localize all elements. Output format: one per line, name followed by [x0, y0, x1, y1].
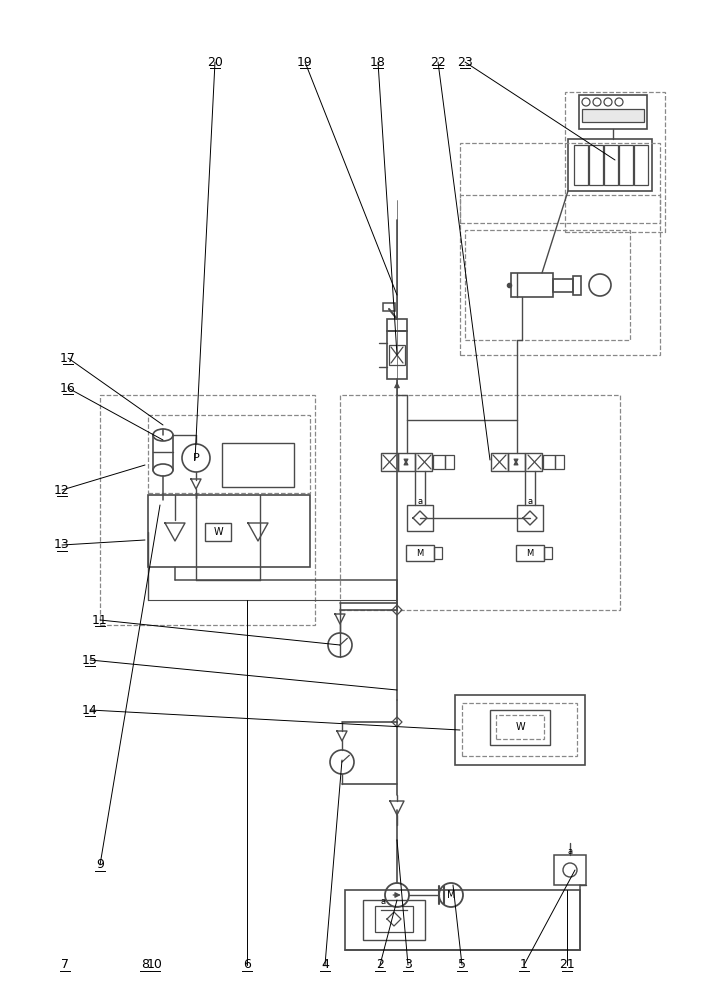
Bar — [573, 276, 581, 295]
Text: 17: 17 — [60, 352, 76, 364]
Text: 11: 11 — [92, 613, 108, 626]
Bar — [511, 273, 553, 297]
Text: M: M — [447, 890, 456, 900]
Bar — [496, 715, 544, 739]
Bar — [381, 453, 398, 471]
Bar — [100, 395, 315, 625]
Text: a: a — [418, 497, 423, 506]
Text: 21: 21 — [559, 958, 575, 972]
Bar — [460, 143, 660, 223]
Text: 10: 10 — [147, 958, 163, 972]
Bar — [579, 95, 647, 129]
Bar — [589, 145, 603, 185]
Bar — [490, 710, 550, 745]
Text: M: M — [416, 548, 423, 558]
Bar — [516, 545, 544, 561]
Bar — [465, 230, 630, 340]
Text: 6: 6 — [243, 958, 251, 972]
Bar — [508, 453, 525, 471]
Bar — [555, 455, 564, 469]
Text: 12: 12 — [54, 484, 70, 496]
Text: 8: 8 — [141, 958, 149, 972]
Bar — [544, 547, 552, 559]
Bar — [634, 145, 648, 185]
Text: 16: 16 — [60, 381, 76, 394]
Bar — [445, 455, 454, 469]
Bar — [619, 145, 633, 185]
Bar — [491, 453, 508, 471]
Bar — [345, 890, 580, 950]
Text: 7: 7 — [61, 958, 69, 972]
Text: W: W — [516, 722, 525, 732]
Bar — [574, 145, 588, 185]
Bar — [460, 195, 660, 355]
Text: 2: 2 — [376, 958, 384, 972]
Bar — [383, 303, 395, 311]
Bar — [375, 906, 413, 932]
Bar — [407, 505, 433, 531]
Bar — [148, 495, 310, 567]
Bar — [434, 547, 442, 559]
Bar — [387, 331, 407, 379]
Bar — [462, 703, 577, 756]
Bar — [389, 345, 405, 365]
Bar — [148, 415, 310, 493]
Bar — [222, 443, 294, 487]
Text: 9: 9 — [96, 858, 104, 871]
Text: 1: 1 — [520, 958, 528, 972]
Text: a: a — [568, 848, 573, 856]
Text: a: a — [528, 497, 533, 506]
Text: 20: 20 — [207, 55, 223, 68]
Text: 18: 18 — [370, 55, 386, 68]
Bar — [205, 523, 231, 541]
Bar — [582, 109, 644, 122]
Text: a: a — [381, 898, 386, 906]
Bar — [568, 139, 652, 191]
Text: W: W — [213, 527, 223, 537]
Bar — [406, 545, 434, 561]
Text: 4: 4 — [321, 958, 329, 972]
Text: 3: 3 — [404, 958, 412, 972]
Bar — [363, 900, 425, 940]
Bar — [387, 319, 407, 331]
Bar — [565, 92, 665, 232]
Text: 13: 13 — [54, 538, 70, 552]
Bar — [553, 279, 573, 292]
Text: 15: 15 — [82, 654, 98, 666]
Bar — [525, 453, 542, 471]
Text: M: M — [526, 548, 533, 558]
Text: 19: 19 — [297, 55, 313, 68]
Bar — [554, 855, 586, 885]
Bar — [604, 145, 618, 185]
Bar — [398, 453, 415, 471]
Bar — [517, 505, 543, 531]
Bar — [340, 395, 620, 610]
Text: P: P — [193, 453, 199, 463]
Bar — [433, 455, 445, 469]
Text: 22: 22 — [430, 55, 446, 68]
Bar — [415, 453, 432, 471]
Bar — [543, 455, 555, 469]
Text: 5: 5 — [458, 958, 466, 972]
Text: 14: 14 — [82, 704, 98, 716]
Bar — [455, 695, 585, 765]
Text: 23: 23 — [457, 55, 473, 68]
